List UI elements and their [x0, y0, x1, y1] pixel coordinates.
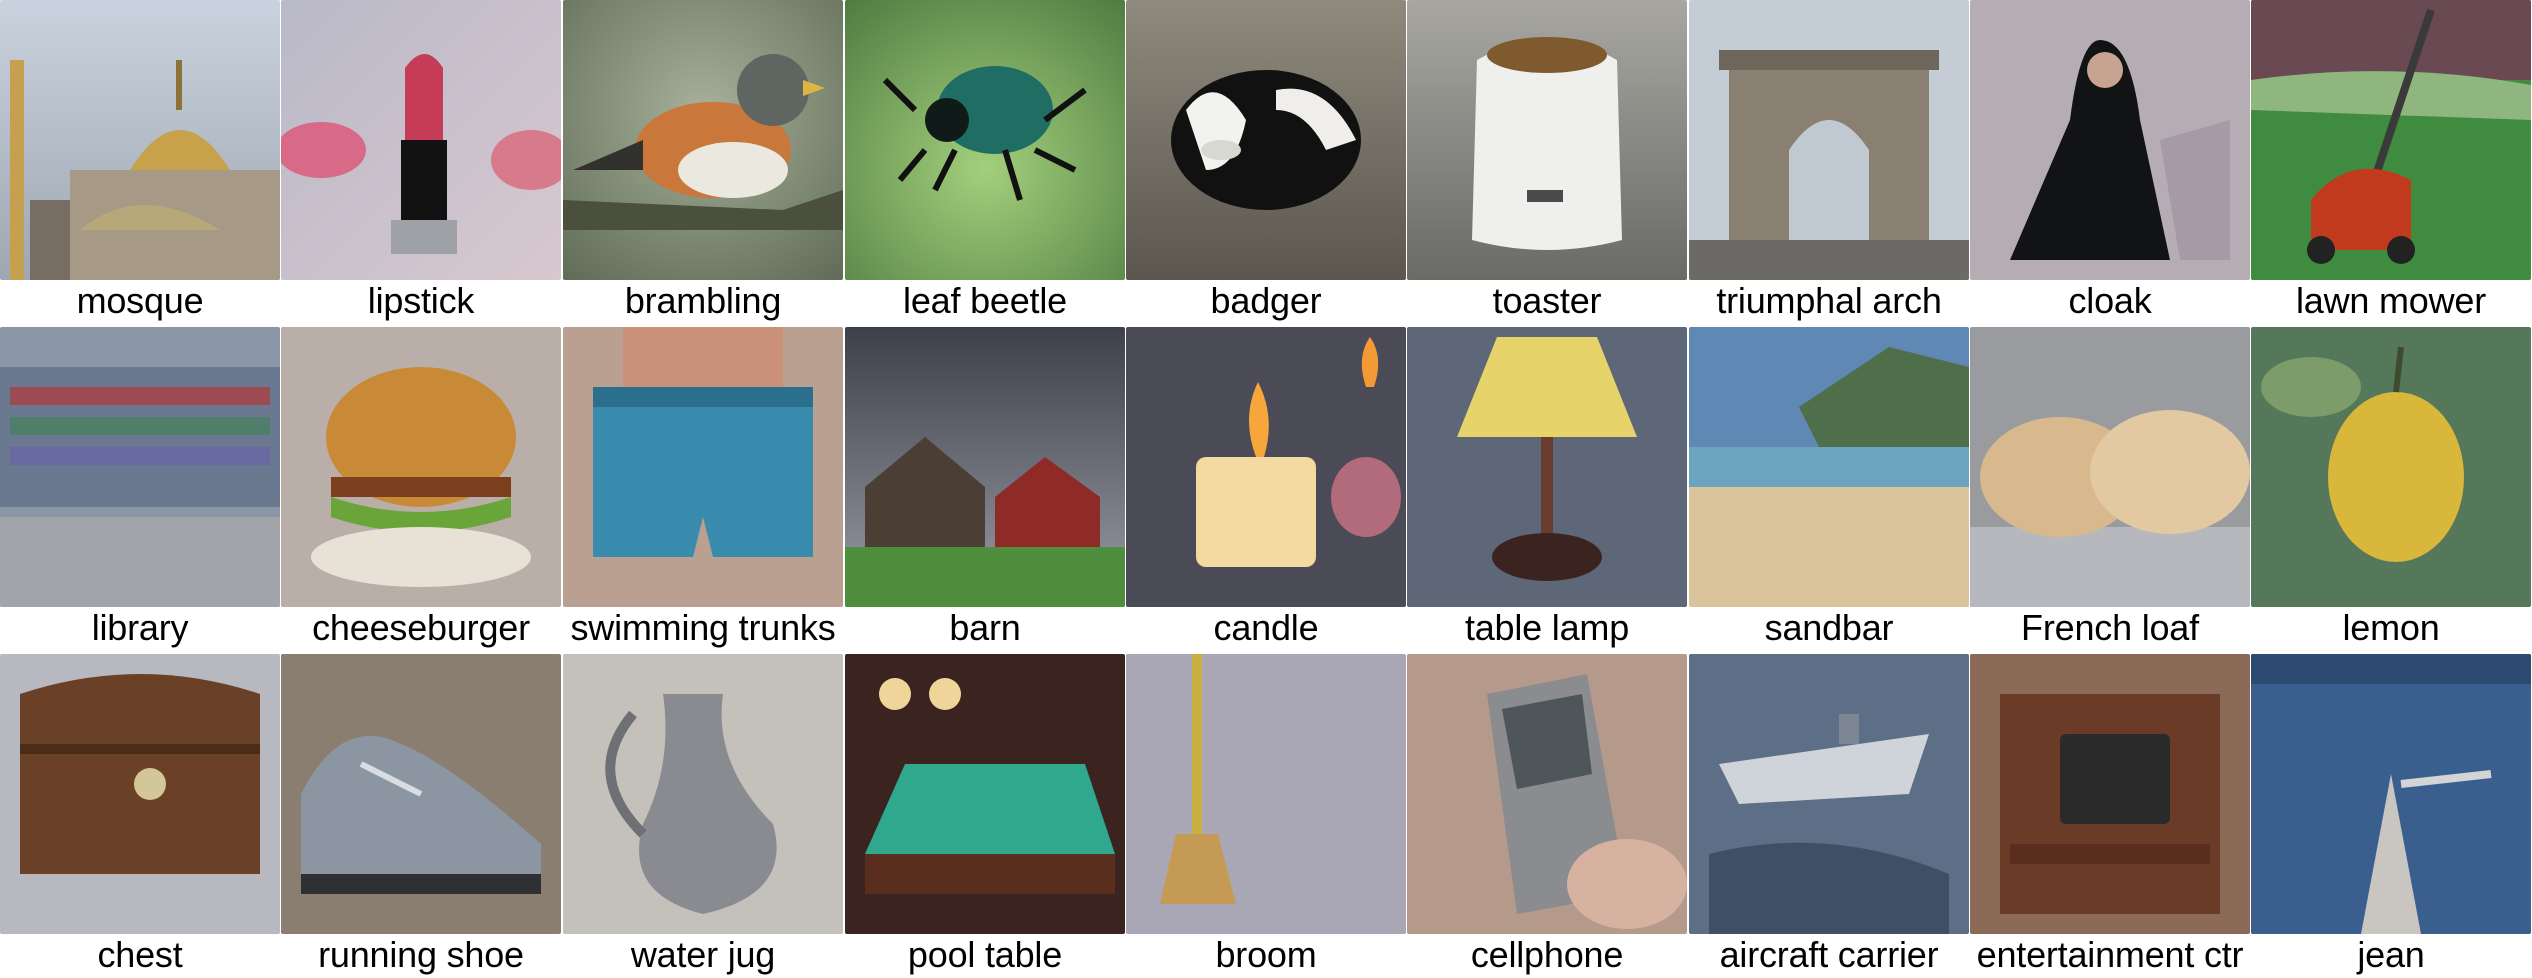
pool-table-image [845, 654, 1125, 934]
badger-face-icon [1126, 0, 1406, 280]
water-jug-image [563, 654, 843, 934]
mosque-image [0, 0, 280, 280]
lawn-mower-image [2251, 0, 2531, 280]
candle-image [1126, 327, 1406, 607]
image-caption: water jug [630, 934, 776, 975]
image-caption: chest [97, 934, 183, 975]
barn-image [845, 327, 1125, 607]
image-caption: cheeseburger [312, 607, 530, 648]
table-lamp-icon [1407, 327, 1687, 607]
jean-image [2251, 654, 2531, 934]
swim-trunks-icon [563, 327, 843, 607]
candle-flame-icon [1126, 327, 1406, 607]
cloak-image [1970, 0, 2250, 280]
denim-jeans-icon [2251, 654, 2531, 934]
mobile-phone-icon [1407, 654, 1687, 934]
image-caption: entertainment ctr [1976, 934, 2244, 975]
image-caption: aircraft carrier [1719, 934, 1939, 975]
image-caption: triumphal arch [1716, 280, 1942, 321]
sneaker-icon [281, 654, 561, 934]
library-image [0, 327, 280, 607]
burger-icon [281, 327, 561, 607]
lawn-mower-icon [2251, 0, 2531, 280]
brambling-image [563, 0, 843, 280]
image-caption: lemon [2342, 607, 2440, 648]
image-caption: cloak [2068, 280, 2152, 321]
image-caption: sandbar [1764, 607, 1894, 648]
image-caption: cellphone [1470, 934, 1624, 975]
bookshelf-icon [0, 327, 280, 607]
french-loaf-image [1970, 327, 2250, 607]
mosque-dome-icon [0, 0, 280, 280]
aircraft-carrier-image [1689, 654, 1969, 934]
lipstick-tube-icon [281, 0, 561, 280]
broom-icon [1126, 654, 1406, 934]
image-caption: pool table [907, 934, 1063, 975]
swimming-trunks-image [563, 327, 843, 607]
beetle-icon [845, 0, 1125, 280]
image-caption: barn [949, 607, 1021, 648]
triumphal-arch-image [1689, 0, 1969, 280]
image-caption: broom [1215, 934, 1317, 975]
running-shoe-image [281, 654, 561, 934]
aircraft-carrier-icon [1689, 654, 1969, 934]
tv-cabinet-icon [1970, 654, 2250, 934]
image-caption: toaster [1492, 280, 1602, 321]
image-caption: candle [1213, 607, 1319, 648]
table-lamp-image [1407, 327, 1687, 607]
image-caption: swimming trunks [570, 607, 836, 648]
broom-image [1126, 654, 1406, 934]
cheeseburger-image [281, 327, 561, 607]
barn-icon [845, 327, 1125, 607]
image-caption: lawn mower [2295, 280, 2487, 321]
lemon-fruit-icon [2251, 327, 2531, 607]
image-caption: badger [1210, 280, 1322, 321]
image-caption: leaf beetle [903, 280, 1067, 321]
toaster-image [1407, 0, 1687, 280]
sandbar-image [1689, 327, 1969, 607]
treasure-chest-icon [0, 654, 280, 934]
lemon-image [2251, 327, 2531, 607]
image-caption: table lamp [1464, 607, 1630, 648]
image-caption: running shoe [318, 934, 524, 975]
image-caption: French loaf [2021, 607, 2199, 648]
entertainment-ctr-image [1970, 654, 2250, 934]
toaster-icon [1407, 0, 1687, 280]
image-caption: jean [2357, 934, 2425, 975]
image-caption: mosque [76, 280, 204, 321]
cellphone-image [1407, 654, 1687, 934]
badger-image [1126, 0, 1406, 280]
pitcher-icon [563, 654, 843, 934]
chest-image [0, 654, 280, 934]
image-caption: library [91, 607, 189, 648]
lipstick-image [281, 0, 561, 280]
image-caption: lipstick [367, 280, 475, 321]
bread-loaf-icon [1970, 327, 2250, 607]
cloak-figure-icon [1970, 0, 2250, 280]
beach-coast-icon [1689, 327, 1969, 607]
leaf-beetle-image [845, 0, 1125, 280]
arch-monument-icon [1689, 0, 1969, 280]
image-caption: brambling [624, 280, 782, 321]
finch-bird-icon [563, 0, 843, 280]
billiard-table-icon [845, 654, 1125, 934]
